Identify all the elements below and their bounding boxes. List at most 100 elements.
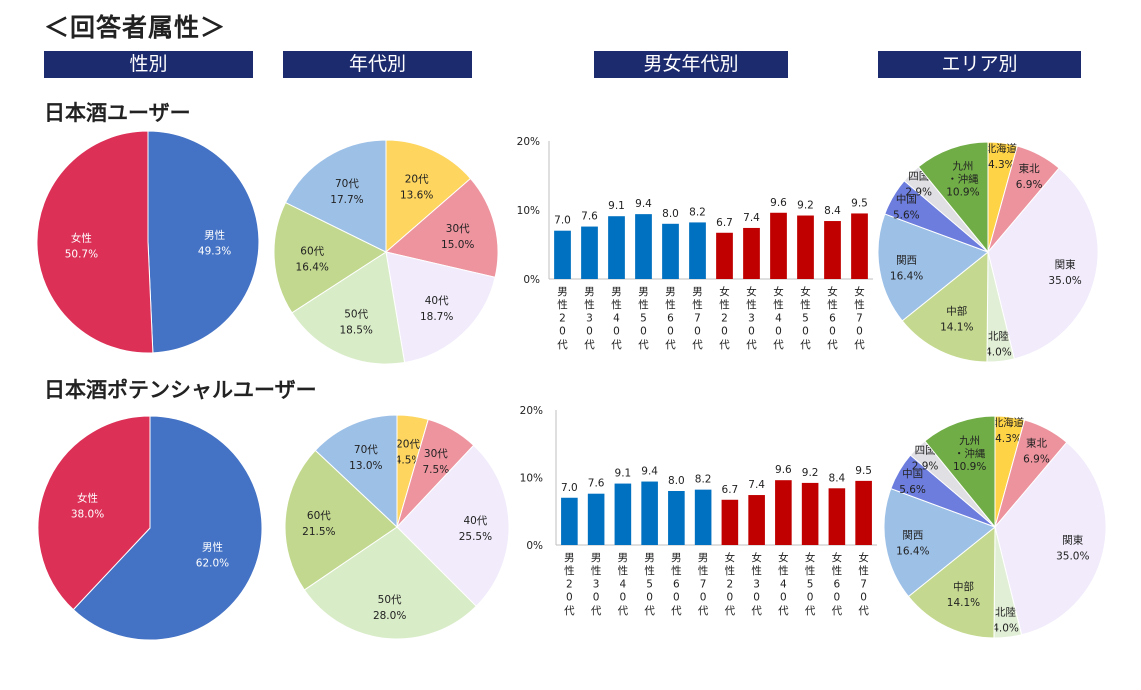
header-area: エリア別: [878, 51, 1081, 78]
slice-label: 関東: [1055, 258, 1077, 271]
bar-value-label: 7.0: [554, 215, 571, 227]
category-label: 女性 5 0 代: [800, 285, 811, 351]
slice-label: 北海道: [993, 416, 1025, 429]
bar-value-label: 9.6: [770, 197, 787, 209]
bar: [851, 213, 868, 279]
pie-slice: [994, 441, 1107, 636]
bar-value-label: 7.6: [581, 211, 598, 223]
slice-value: 14.1%: [947, 597, 980, 609]
bar: [770, 212, 787, 279]
category-label: 女性 3 0 代: [751, 551, 762, 617]
slice-value: 4.3%: [995, 433, 1022, 445]
slice-label: 男性: [204, 229, 225, 242]
pie-slice: [987, 167, 1099, 360]
slice-value: 28.0%: [373, 610, 406, 622]
category-label: 男性 6 0 代: [665, 286, 676, 351]
pie-slice: [917, 141, 989, 254]
bar: [641, 481, 658, 545]
pie-slice: [385, 139, 472, 254]
slice-label: 中国: [896, 192, 917, 205]
pie-slice: [147, 130, 260, 354]
slice-value: 16.4%: [890, 270, 923, 282]
slice-value: 14.1%: [940, 321, 973, 333]
bar-value-label: 8.2: [689, 206, 706, 218]
section-title-potential-users: 日本酒ポテンシャルユーザー: [44, 378, 317, 402]
slice-value: 13.0%: [349, 460, 382, 472]
bar: [689, 222, 706, 279]
category-label: 女性 7 0 代: [854, 285, 865, 351]
category-label: 男性 4 0 代: [611, 286, 622, 351]
slice-value: 13.6%: [400, 190, 433, 202]
category-label: 女性 3 0 代: [746, 285, 757, 351]
slice-value: 6.9%: [1023, 454, 1050, 466]
header-age: 年代別: [283, 51, 472, 78]
slice-value: 35.0%: [1056, 550, 1089, 562]
slice-value: 38.0%: [71, 508, 104, 520]
bar: [748, 495, 765, 545]
slice-value: 6.9%: [1016, 179, 1043, 191]
slice-label: 30代: [424, 448, 448, 460]
slice-value: 10.9%: [953, 461, 986, 473]
bar: [775, 480, 792, 545]
pie-slice: [284, 449, 398, 591]
bar-value-label: 9.6: [775, 464, 792, 476]
bar: [668, 491, 685, 545]
bar-value-label: 7.0: [561, 482, 578, 494]
pie-slice: [901, 250, 989, 363]
category-label: 女性 6 0 代: [832, 551, 843, 617]
slice-label: 60代: [300, 245, 324, 257]
bar-value-label: 6.7: [722, 484, 739, 496]
bar-value-label: 9.5: [855, 465, 872, 477]
slice-value: 5.6%: [893, 209, 920, 221]
bar: [581, 226, 598, 279]
bar-value-label: 9.1: [615, 468, 632, 480]
header-gender: 性別: [44, 51, 253, 78]
slice-value: 25.5%: [459, 531, 492, 543]
y-tick-label: 0%: [526, 540, 543, 552]
pie-slice: [303, 526, 477, 640]
slice-label: 20代: [405, 174, 429, 186]
slice-value: 10.9%: [946, 187, 979, 199]
bar-value-label: 8.0: [668, 475, 685, 487]
bar-value-label: 7.6: [588, 478, 605, 490]
bar-value-label: 9.2: [797, 200, 814, 212]
bar-value-label: 6.7: [716, 217, 733, 229]
pie-slice: [907, 525, 996, 639]
slice-value: 49.3%: [198, 246, 231, 258]
pie-slice: [36, 130, 154, 354]
category-label: 男性 7 0 代: [692, 286, 703, 351]
bar-value-label: 7.4: [743, 212, 760, 224]
slice-value: 4.0%: [985, 347, 1012, 359]
bar: [694, 489, 712, 545]
slice-label: 中部: [953, 580, 974, 593]
bar: [855, 480, 872, 546]
bar-value-label: 9.4: [635, 198, 652, 210]
header-gender-age: 男女年代別: [594, 51, 788, 78]
slice-label: 男性: [202, 541, 223, 554]
slice-value: 2.9%: [905, 186, 932, 198]
y-tick-label: 0%: [523, 274, 540, 286]
category-label: 男性 6 0 代: [671, 552, 682, 617]
slice-value: 4.3%: [988, 159, 1015, 171]
bar-value-label: 8.0: [662, 208, 679, 220]
bar-value-label: 9.4: [641, 466, 658, 478]
category-label: 女性 2 0 代: [725, 551, 736, 617]
slice-label: 40代: [425, 295, 449, 307]
slice-label: 北海道: [986, 142, 1018, 155]
category-label: 女性 2 0 代: [719, 285, 730, 351]
bar-value-label: 9.5: [851, 197, 868, 209]
bar: [554, 230, 571, 279]
slice-label: 関西: [896, 254, 917, 266]
slice-label: 北陸: [995, 605, 1016, 618]
category-label: 男性 2 0 代: [564, 552, 575, 617]
bar: [743, 227, 760, 279]
slice-value: 15.0%: [441, 239, 474, 251]
slice-label: 中部: [946, 304, 967, 317]
bar: [721, 499, 739, 545]
